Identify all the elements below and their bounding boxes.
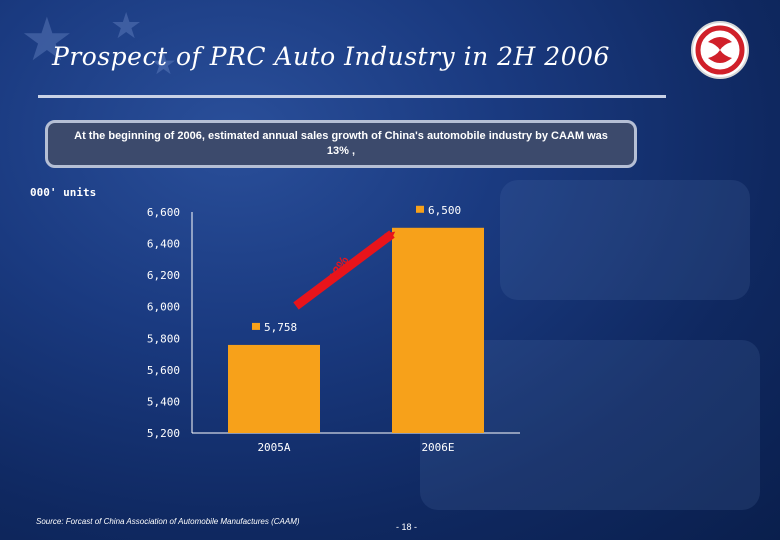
bar-2006e [392, 227, 484, 433]
page-title: Prospect of PRC Auto Industry in 2H 2006 [52, 42, 610, 71]
data-value-label: 5,758 [264, 321, 297, 334]
dongfeng-logo-icon [691, 21, 749, 79]
y-tick-label: 6,200 [147, 269, 180, 282]
value-label-key-icon [416, 205, 424, 213]
y-tick-label: 5,400 [147, 395, 180, 408]
x-tick-label: 2005A [257, 441, 290, 454]
y-tick-label: 6,000 [147, 301, 180, 314]
data-value-label: 6,500 [428, 204, 461, 217]
value-label-key-icon [252, 322, 260, 330]
y-tick-label: 5,800 [147, 332, 180, 345]
y-axis-unit-label: 000' units [30, 186, 97, 199]
source-note: Source: Forcast of China Association of … [36, 517, 300, 526]
page-number: - 18 - [396, 522, 418, 532]
y-tick-label: 6,400 [147, 238, 180, 251]
background-star-icon: ★ [110, 5, 143, 46]
y-tick-label: 5,200 [147, 427, 180, 440]
callout-text: At the beginning of 2006, estimated annu… [74, 130, 608, 157]
x-tick-label: 2006E [421, 441, 454, 454]
title-underline [38, 95, 666, 98]
y-tick-label: 5,600 [147, 364, 180, 377]
background-star-icon: ★ [150, 48, 177, 81]
background-car-silhouette [500, 180, 750, 300]
bar-2005a [228, 344, 320, 433]
growth-arrow [293, 230, 396, 310]
growth-callout-box: At the beginning of 2006, estimated annu… [45, 120, 637, 168]
y-tick-label: 6,600 [147, 206, 180, 219]
background-star-icon: ★ [20, 6, 74, 73]
